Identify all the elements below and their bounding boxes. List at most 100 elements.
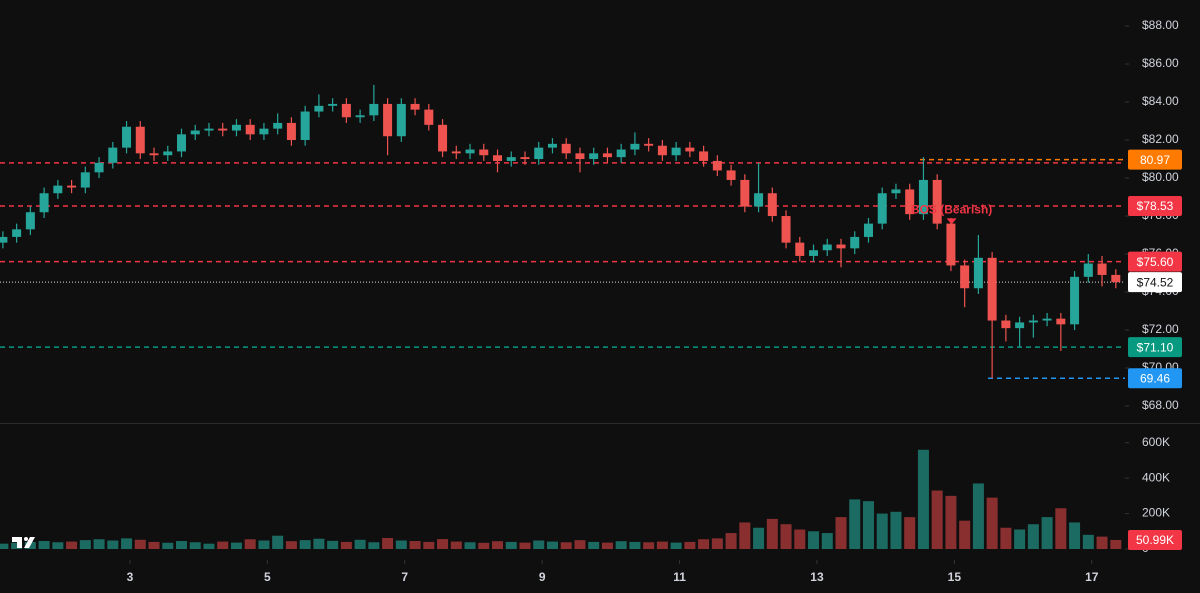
candle-body <box>424 109 434 125</box>
volume-bar <box>66 541 78 549</box>
volume-bar <box>162 542 174 549</box>
candle-body <box>1015 322 1025 329</box>
y-tick-label: $86.00 <box>1142 56 1179 70</box>
x-tick-label: 15 <box>948 570 962 584</box>
level-label-bg <box>1128 337 1182 358</box>
annotation-arrow <box>946 218 957 225</box>
volume-bar <box>986 497 998 549</box>
candle-body <box>479 149 489 156</box>
volume-bar <box>478 542 490 549</box>
volume-bar <box>972 483 984 549</box>
volume-bar <box>753 527 765 549</box>
candle-body <box>767 193 777 217</box>
candle-body <box>451 151 461 154</box>
volume-bar <box>780 524 792 549</box>
volume-bar <box>1027 524 1039 549</box>
candle-body <box>795 242 805 256</box>
candle-body <box>410 103 420 110</box>
candle-body <box>918 179 928 215</box>
volume-bar <box>698 539 710 549</box>
level-label: $71.10 <box>1137 340 1174 354</box>
candle-body <box>905 189 915 215</box>
volume-bar <box>766 518 778 549</box>
candle-body <box>80 172 90 188</box>
volume-bar <box>862 501 874 549</box>
candle-body <box>547 143 557 148</box>
volume-bar <box>217 541 229 549</box>
volume-bar <box>464 542 476 549</box>
candle-body <box>25 212 35 230</box>
candle-body <box>39 193 49 213</box>
volume-bar <box>272 535 284 549</box>
volume-tick-label: 200K <box>1142 506 1170 520</box>
volume-bar <box>203 543 215 549</box>
candle-body <box>163 151 173 156</box>
x-tick-label: 3 <box>127 570 134 584</box>
volume-bar <box>244 539 256 549</box>
candle-body <box>245 124 255 135</box>
volume-bar <box>931 490 943 549</box>
volume-bar <box>533 540 545 549</box>
volume-bar <box>670 542 682 549</box>
level-label-bg <box>1128 368 1182 389</box>
logo-dot <box>24 537 28 541</box>
volume-bar <box>560 542 572 549</box>
volume-bar <box>395 540 407 549</box>
volume-bar <box>1000 527 1012 549</box>
candle-body <box>1001 320 1011 329</box>
candle-body <box>218 128 228 131</box>
level-label-bg <box>1128 251 1182 272</box>
candle-body <box>67 185 77 188</box>
candle-body <box>616 149 626 158</box>
candle-body <box>1070 276 1080 325</box>
candle-body <box>396 103 406 137</box>
candle-body <box>589 153 599 160</box>
candle-body <box>850 236 860 249</box>
candle-body <box>671 147 681 156</box>
candle-body <box>1111 274 1121 283</box>
volume-bar <box>1096 536 1108 549</box>
candle-body <box>286 122 296 141</box>
y-tick-label: $80.00 <box>1142 170 1179 184</box>
volume-bar <box>299 540 311 549</box>
volume-bar <box>1069 522 1081 549</box>
volume-bar <box>574 540 586 549</box>
y-tick-label: $88.00 <box>1142 18 1179 32</box>
volume-bar <box>340 541 352 549</box>
volume-last-label-bg <box>1128 529 1182 550</box>
candle-body <box>520 157 530 160</box>
volume-tick-label: 600K <box>1142 435 1170 449</box>
volume-bar <box>450 541 462 549</box>
candle-body <box>822 244 832 251</box>
x-tick-label: 17 <box>1085 570 1099 584</box>
candle-body <box>259 128 269 135</box>
candle-body <box>1097 263 1107 275</box>
volume-bar <box>1110 539 1122 549</box>
candle-body <box>863 223 873 237</box>
candle-body <box>960 265 970 289</box>
last-price-label: $74.52 <box>1137 275 1174 289</box>
volume-bar <box>368 542 380 549</box>
candle-body <box>946 223 956 266</box>
candle-body <box>1056 318 1066 325</box>
x-tick-label: 5 <box>264 570 271 584</box>
volume-bar <box>601 542 613 549</box>
volume-bar <box>327 540 339 549</box>
candle-body <box>561 143 571 154</box>
volume-bar <box>38 541 50 549</box>
candle-body <box>328 103 338 106</box>
level-label: $75.60 <box>1137 255 1174 269</box>
annotation: BOS (Bearish) <box>911 203 992 217</box>
candle-body <box>1028 320 1038 323</box>
volume-bar <box>656 541 668 549</box>
candle-body <box>836 244 846 249</box>
volume-bar <box>835 517 847 549</box>
volume-bar <box>176 541 188 549</box>
volume-bar <box>11 542 23 549</box>
candle-body <box>754 193 764 207</box>
volume-bar <box>725 533 737 549</box>
candle-body <box>809 250 819 256</box>
y-tick-label: $72.00 <box>1142 322 1179 336</box>
volume-bar <box>821 533 833 549</box>
